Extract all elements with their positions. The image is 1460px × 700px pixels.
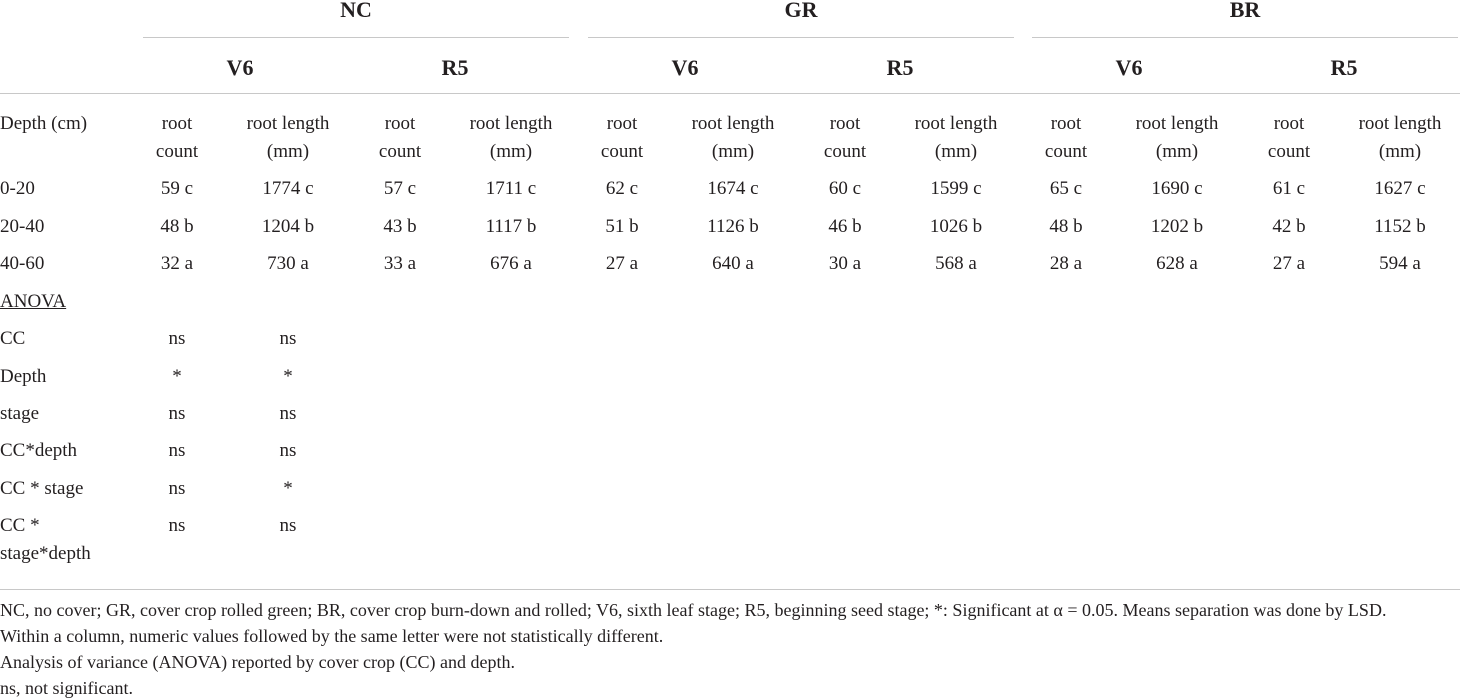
table-cell: 27 a: [1272, 253, 1306, 274]
group-header: BR: [1229, 0, 1261, 22]
row-label: 20-40: [0, 216, 45, 237]
row-header: Depth (cm): [0, 113, 88, 134]
stage-header: V6: [1115, 55, 1143, 80]
table-cell: 1627 c: [1374, 178, 1426, 199]
bottom-rule: [0, 589, 1460, 590]
measure-header: root count: [1267, 113, 1311, 162]
table-cell: 730 a: [267, 253, 309, 274]
table-cell: 43 b: [383, 216, 417, 237]
anova-cell: *: [283, 478, 293, 499]
row-label: 0-20: [0, 178, 35, 199]
stage-header: V6: [226, 55, 254, 80]
anova-cell: ns: [168, 403, 186, 424]
measure-header: root count: [600, 113, 644, 162]
anova-term: CC * stage: [0, 478, 84, 499]
table-cell: 51 b: [605, 216, 639, 237]
footnote: ns, not significant.: [0, 678, 133, 698]
anova-cell: ns: [168, 515, 186, 536]
table-cell: 640 a: [712, 253, 754, 274]
table-cell: 594 a: [1379, 253, 1421, 274]
measure-header: root length (mm): [1135, 113, 1219, 162]
measure-header: root length (mm): [914, 113, 998, 162]
table-cell: 57 c: [383, 178, 417, 199]
measure-header: root count: [1044, 113, 1088, 162]
table-cell: 60 c: [828, 178, 862, 199]
table-cell: 1117 b: [485, 216, 537, 237]
group-rule: [588, 37, 1014, 38]
footnote: Within a column, numeric values followed…: [0, 626, 664, 646]
table-cell: 1204 b: [261, 216, 315, 237]
measure-header: root count: [155, 113, 199, 162]
table-cell: 1599 c: [930, 178, 982, 199]
table-cell: 46 b: [828, 216, 862, 237]
table-cell: 1026 b: [929, 216, 983, 237]
table-cell: 48 b: [1049, 216, 1083, 237]
table-cell: 65 c: [1049, 178, 1083, 199]
anova-label: ANOVA: [0, 291, 67, 312]
stage-header: R5: [1330, 55, 1358, 80]
anova-cell: ns: [279, 440, 297, 461]
stage-header: R5: [886, 55, 914, 80]
stage-header: V6: [671, 55, 699, 80]
table-cell: 1674 c: [707, 178, 759, 199]
table-cell: 1126 b: [707, 216, 759, 237]
group-rule: [1032, 37, 1458, 38]
table-cell: 62 c: [605, 178, 639, 199]
anova-term: CC: [0, 328, 26, 349]
anova-cell: ns: [279, 328, 297, 349]
table-cell: 1711 c: [485, 178, 537, 199]
table-cell: 1202 b: [1150, 216, 1204, 237]
measure-header: root length (mm): [691, 113, 775, 162]
table-cell: 27 a: [605, 253, 639, 274]
table-cell: 628 a: [1156, 253, 1198, 274]
anova-term: stage: [0, 403, 40, 424]
table-cell: 48 b: [160, 216, 194, 237]
table-cell: 30 a: [828, 253, 862, 274]
table-cell: 568 a: [935, 253, 977, 274]
table-cell: 676 a: [490, 253, 532, 274]
anova-term: CC * stage*depth: [0, 515, 91, 564]
anova-cell: ns: [279, 515, 297, 536]
table-cell: 59 c: [160, 178, 194, 199]
group-header: NC: [340, 0, 372, 22]
table-cell: 1152 b: [1374, 216, 1426, 237]
anova-cell: *: [172, 366, 182, 387]
header-rule: [0, 93, 1460, 94]
table-cell: 61 c: [1272, 178, 1306, 199]
measure-header: root length (mm): [246, 113, 330, 162]
group-rule: [143, 37, 569, 38]
footnote: Analysis of variance (ANOVA) reported by…: [0, 652, 516, 672]
anova-cell: ns: [168, 328, 186, 349]
anova-term: Depth: [0, 366, 47, 387]
table-cell: 33 a: [383, 253, 417, 274]
footnote: NC, no cover; GR, cover crop rolled gree…: [0, 600, 1387, 620]
measure-header: root count: [823, 113, 867, 162]
table-cell: 42 b: [1272, 216, 1306, 237]
anova-cell: ns: [279, 403, 297, 424]
table-cell: 28 a: [1049, 253, 1083, 274]
anova-cell: ns: [168, 478, 186, 499]
table-cell: 32 a: [160, 253, 194, 274]
anova-cell: ns: [168, 440, 186, 461]
table-cell: 1774 c: [262, 178, 314, 199]
measure-header: root count: [378, 113, 422, 162]
stage-header: R5: [441, 55, 469, 80]
anova-cell: *: [283, 366, 293, 387]
row-label: 40-60: [0, 253, 45, 274]
measure-header: root length (mm): [1358, 113, 1442, 162]
measure-header: root length (mm): [469, 113, 553, 162]
group-header: GR: [784, 0, 818, 22]
anova-term: CC*depth: [0, 440, 78, 461]
table-cell: 1690 c: [1151, 178, 1203, 199]
